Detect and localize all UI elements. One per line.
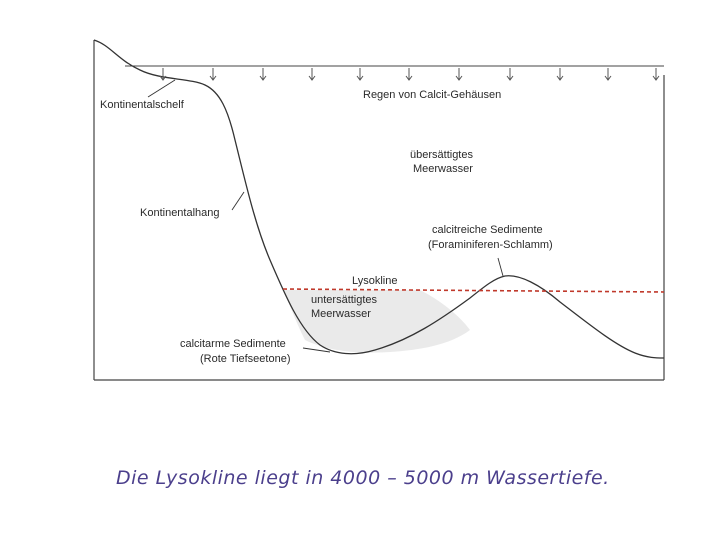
undersaturated-label-line1: untersättigtes [311, 294, 378, 306]
rain-arrow [604, 68, 612, 81]
shelf-leader-line [147, 79, 176, 98]
rain-arrow [159, 68, 167, 81]
handwritten-caption: Die Lysokline liegt in 4000 – 5000 m Was… [116, 467, 610, 489]
seafloor-profile [93, 39, 665, 359]
continental-shelf-label: Kontinentalschelf [100, 99, 185, 111]
rain-arrow [209, 68, 217, 81]
calcite-rich-label-line1: calcitreiche Sedimente [432, 224, 543, 236]
calcite-rich-leader-line [497, 257, 504, 277]
rain-arrow [556, 68, 564, 81]
calcite-rich-label-line2: (Foraminiferen-Schlamm) [428, 239, 553, 251]
continental-slope-label: Kontinentalhang [140, 207, 220, 219]
undersaturated-label-line2: Meerwasser [311, 308, 371, 320]
supersaturated-label-line2: Meerwasser [413, 163, 473, 175]
lysocline-label: Lysokline [352, 275, 397, 287]
rain-arrow [405, 68, 413, 81]
undersaturated-water-shading [283, 290, 470, 353]
slope-leader-line [231, 191, 245, 211]
rain-arrow [308, 68, 316, 81]
rain-arrow [652, 68, 660, 81]
calcite-poor-label-line2: (Rote Tiefseetone) [200, 353, 291, 365]
rain-arrow [259, 68, 267, 81]
rain-arrow [506, 68, 514, 81]
rain-arrow [356, 68, 364, 81]
calcite-poor-leader-line [302, 347, 331, 353]
lysocline-line [282, 288, 665, 293]
calcite-poor-label-line1: calcitarme Sedimente [180, 338, 286, 350]
rain-arrow [455, 68, 463, 81]
calcite-rain-arrows [159, 68, 660, 81]
supersaturated-label-line1: übersättigtes [410, 149, 473, 161]
calcite-rain-label: Regen von Calcit-Gehäusen [363, 89, 501, 101]
